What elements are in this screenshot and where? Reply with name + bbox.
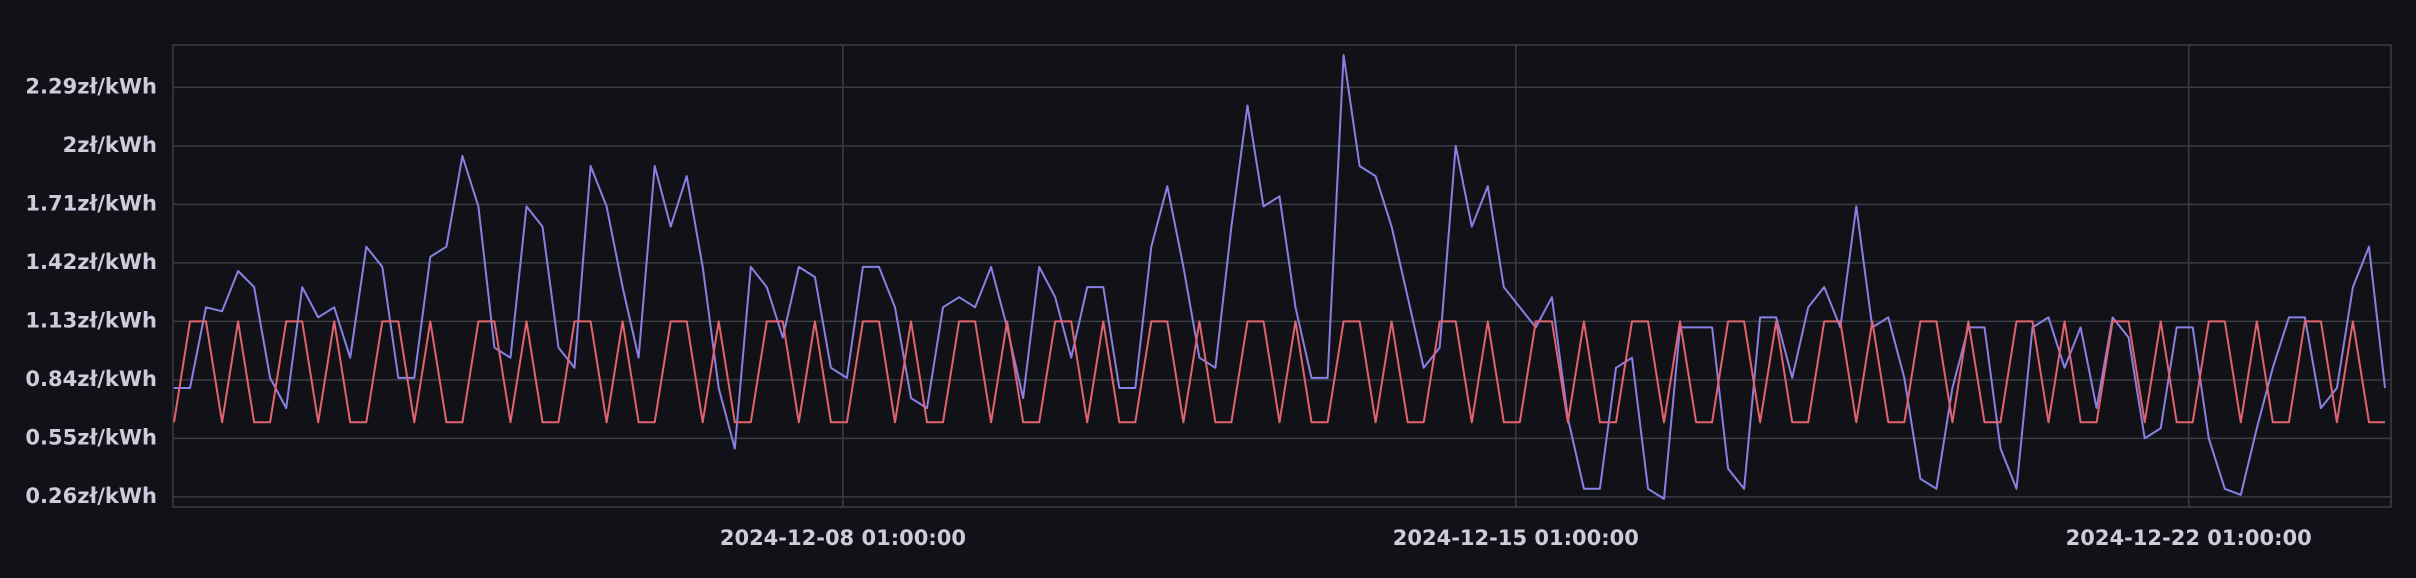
y-tick-label: 2.29zł/kWh	[25, 74, 157, 98]
y-tick-label: 1.42zł/kWh	[25, 250, 157, 274]
y-tick-label: 2zł/kWh	[63, 133, 157, 157]
series-line	[174, 54, 2386, 500]
x-tick-label: 2024-12-15 01:00:00	[1393, 526, 1639, 550]
y-tick-label: 0.55zł/kWh	[25, 425, 157, 449]
x-tick-label: 2024-12-22 01:00:00	[2066, 526, 2312, 550]
plot-border	[172, 44, 2392, 508]
y-tick-label: 0.84zł/kWh	[25, 367, 157, 391]
x-tick-label: 2024-12-08 01:00:00	[720, 526, 966, 550]
y-tick-label: 1.13zł/kWh	[25, 308, 157, 332]
y-tick-label: 1.71zł/kWh	[25, 191, 157, 215]
y-tick-label: 0.26zł/kWh	[25, 484, 157, 508]
series-line	[173, 320, 2385, 424]
